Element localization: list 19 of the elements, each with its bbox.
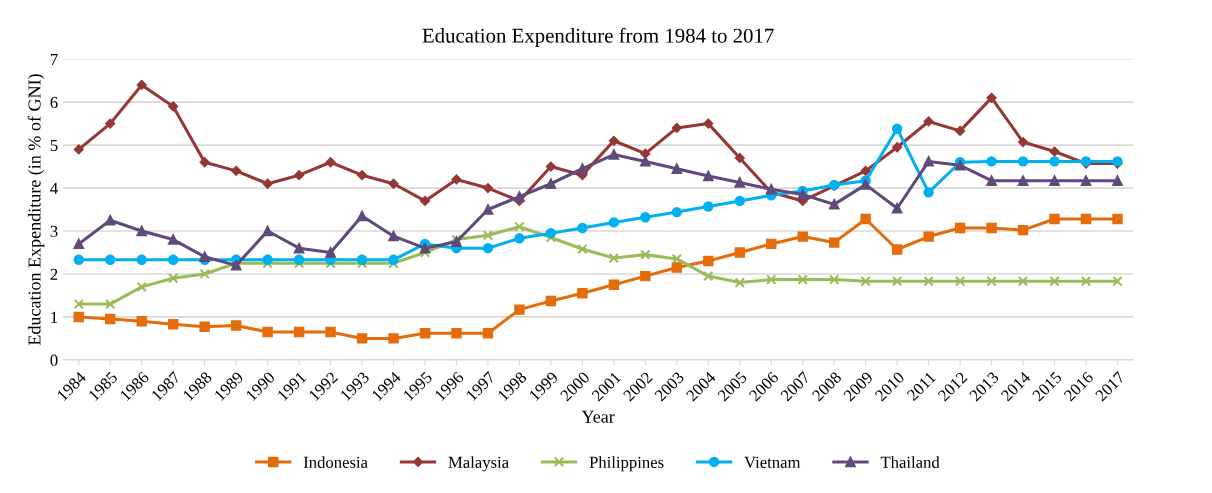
legend-label: Philippines (589, 456, 664, 472)
legend-label: Thailand (880, 456, 940, 468)
x-tick-label: 1991 (276, 371, 307, 402)
y-tick-label: 2 (50, 268, 58, 280)
y-tick-label: 4 (50, 182, 58, 194)
y-tick-label: 6 (50, 96, 58, 109)
chart-title: Education Expenditure from 1984 to 2017 (422, 27, 774, 47)
legend-label: Malaysia (448, 456, 509, 472)
y-tick-label: 5 (50, 139, 58, 152)
x-tick-label: 2011 (906, 371, 937, 402)
legend-label: Indonesia (303, 456, 368, 468)
y-tick-label: 3 (50, 225, 58, 237)
y-tick-label: 1 (51, 311, 58, 323)
y-tick-label: 0 (50, 354, 58, 366)
y-tick-label: 7 (50, 54, 58, 65)
y-axis-title: Education Expenditure (in % of GNI) (27, 74, 45, 346)
legend-label: Vietnam (744, 456, 801, 469)
x-axis-title: Year (581, 410, 615, 423)
x-tick-label: 2001 (591, 371, 622, 402)
